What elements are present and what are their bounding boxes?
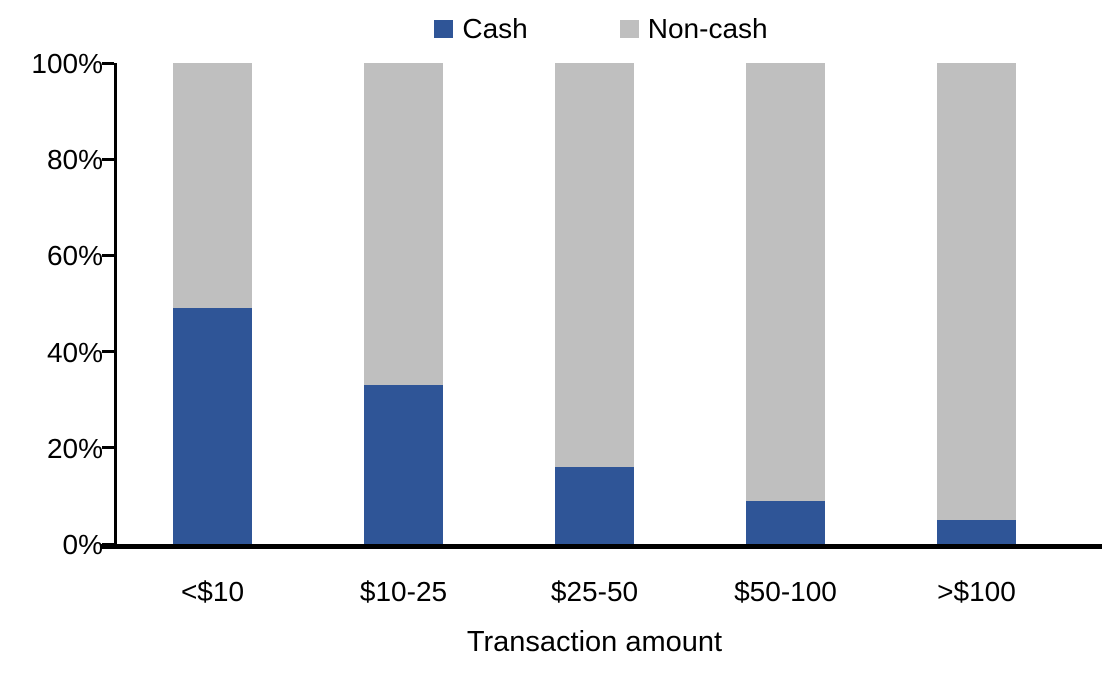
- bar-slot: [499, 63, 690, 544]
- x-axis-title: Transaction amount: [466, 626, 723, 658]
- bar-slot: [881, 63, 1072, 544]
- segment-cash: [746, 500, 825, 544]
- legend-swatch-icon: [434, 20, 454, 38]
- y-tick-label: 40%: [46, 336, 103, 368]
- stacked-bar-2: [364, 63, 443, 544]
- y-axis-line: [114, 63, 117, 549]
- segment-non-cash: [937, 63, 1016, 520]
- y-tick-label: 100%: [31, 48, 103, 79]
- y-tick-label: 80%: [46, 144, 103, 176]
- bar-slot: [117, 63, 308, 544]
- legend-swatch-icon: [619, 20, 639, 38]
- y-tick-label: 20%: [46, 432, 103, 464]
- segment-non-cash: [746, 63, 825, 501]
- plot-area: 0% 20% 40% 60% 80% 100% <$10 $10-25 $25-50 $50-1…: [31, 48, 1102, 607]
- x-axis-line: [100, 544, 1102, 549]
- legend-label: Cash: [462, 13, 528, 44]
- x-tick-label: <$10: [180, 576, 245, 607]
- bar-slot: [308, 63, 499, 544]
- legend-item-cash: Cash: [434, 13, 528, 45]
- y-tick-label: 60%: [46, 240, 103, 272]
- y-tick-mark: [102, 253, 114, 257]
- y-tick-mark: [102, 446, 114, 450]
- stacked-bar-4: [746, 63, 825, 544]
- y-tick-label: 0%: [62, 529, 103, 560]
- legend-item-non-cash: Non-cash: [619, 13, 768, 45]
- bar-slot: [690, 63, 881, 544]
- y-tick-mark: [102, 157, 114, 161]
- segment-non-cash: [555, 63, 634, 468]
- x-tick-label: $25-50: [550, 576, 639, 607]
- bars-area: [117, 63, 1072, 544]
- stacked-bar-3: [555, 63, 634, 544]
- legend: Cash Non-cash: [50, 13, 1102, 45]
- segment-cash: [173, 308, 252, 544]
- x-tick-label: $50-100: [734, 576, 837, 607]
- x-tick-label: $10-25: [359, 576, 448, 607]
- segment-cash: [555, 467, 634, 544]
- y-tick-mark: [102, 350, 114, 354]
- segment-cash: [937, 519, 1016, 544]
- segment-non-cash: [173, 63, 252, 309]
- legend-label: Non-cash: [647, 13, 768, 44]
- segment-non-cash: [364, 63, 443, 386]
- x-axis-labels: <$10 $10-25 $25-50 $50-100 >$100: [117, 576, 1072, 608]
- x-tick-label: >$100: [937, 576, 1016, 607]
- y-tick-mark: [102, 61, 114, 65]
- stacked-bar-1: [173, 63, 252, 544]
- segment-cash: [364, 385, 443, 544]
- stacked-bar-5: [937, 63, 1016, 544]
